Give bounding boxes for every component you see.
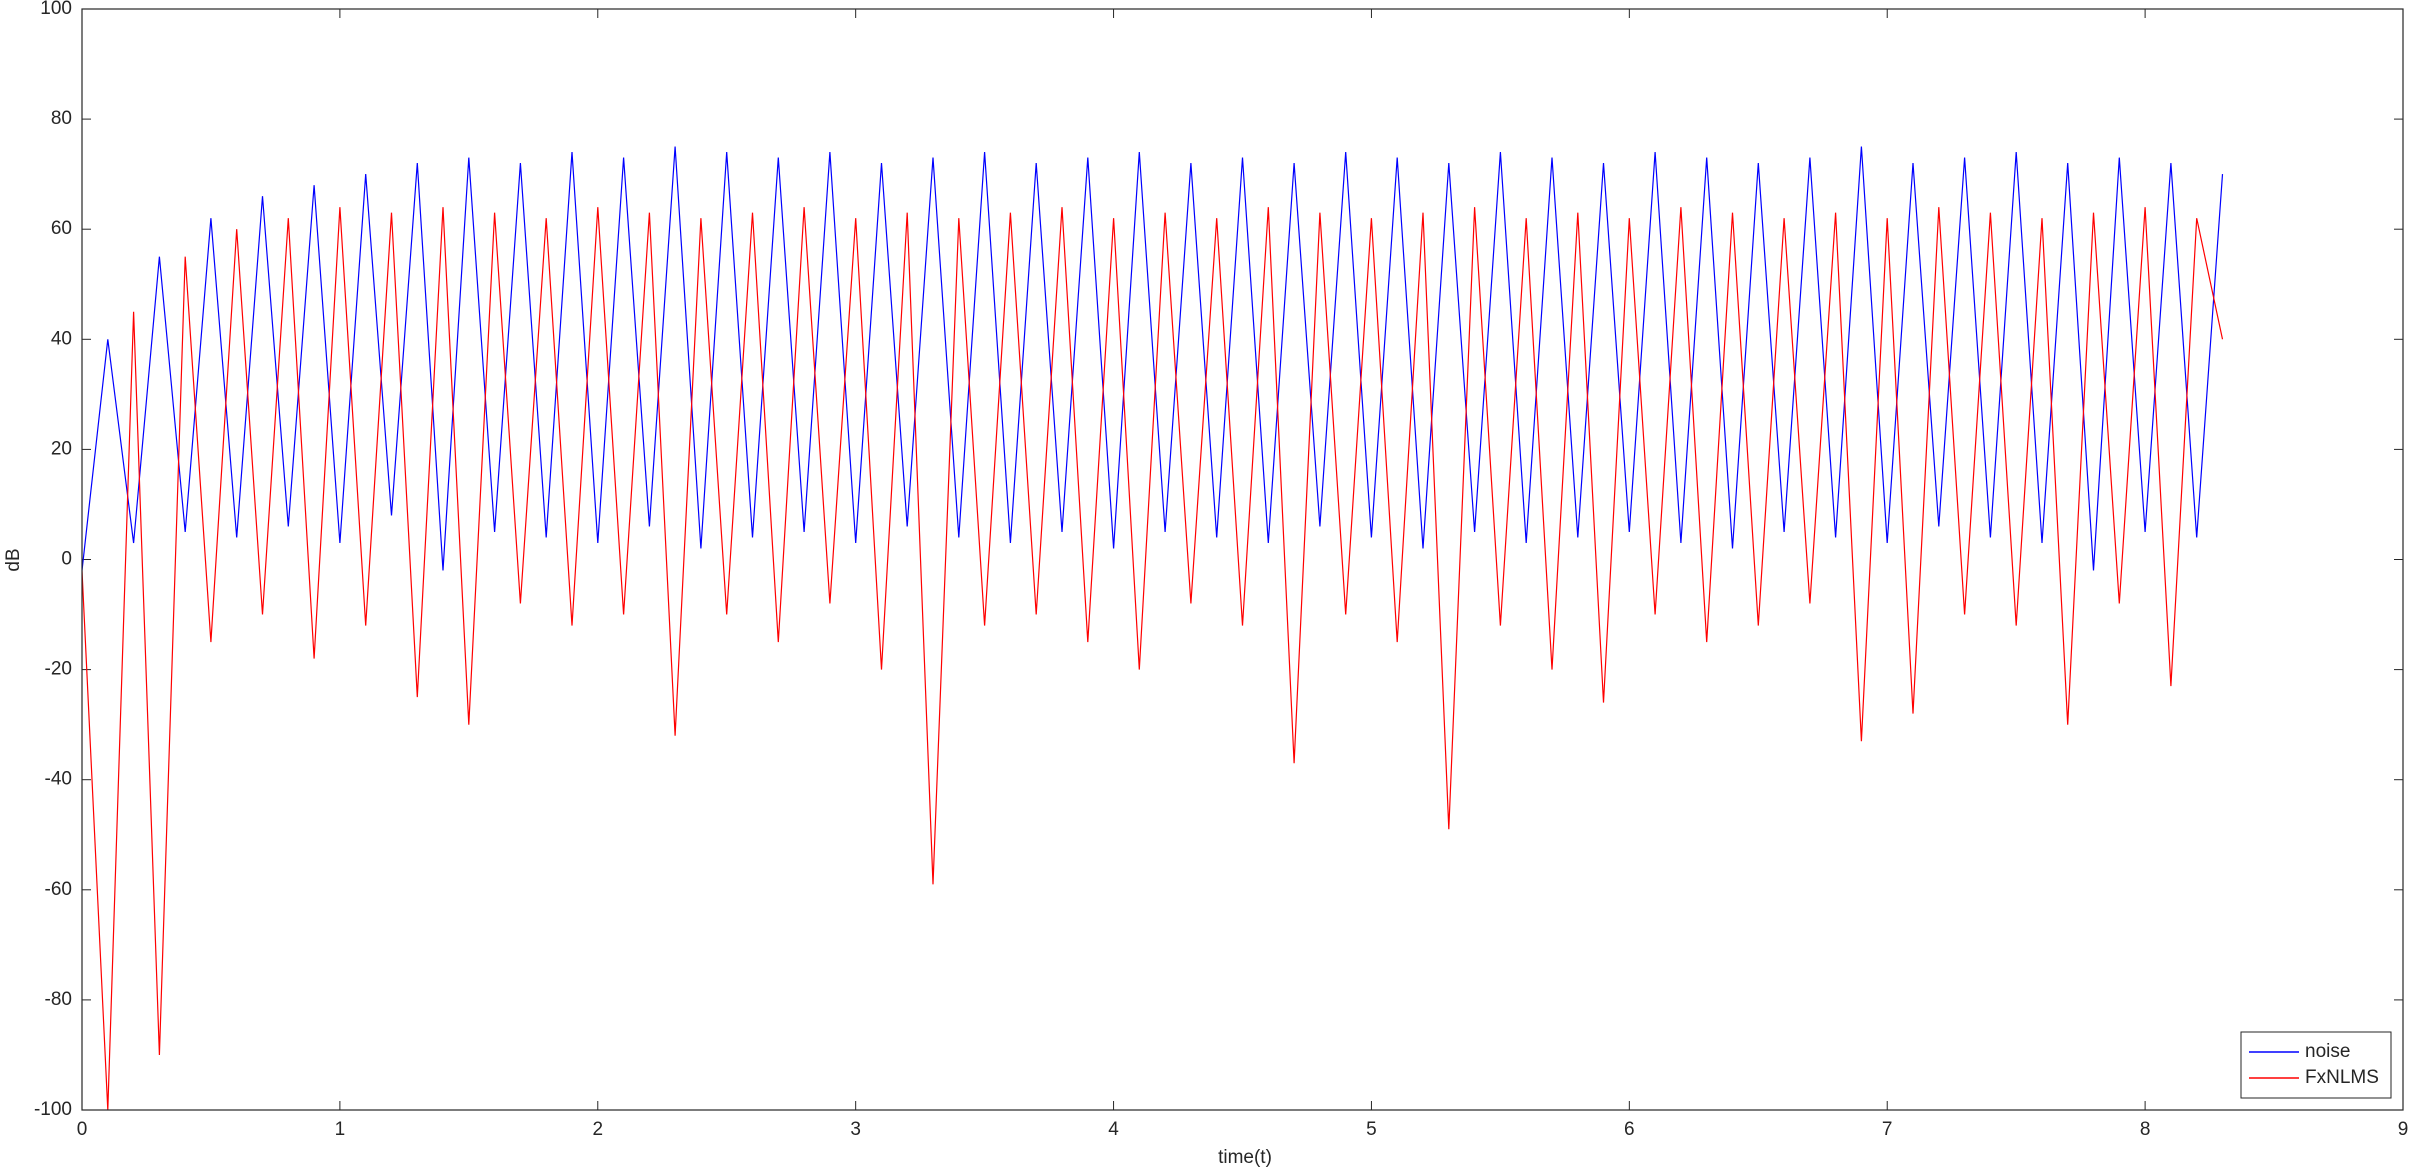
x-tick-label: 9 bbox=[2398, 1119, 2409, 1140]
y-tick-label: -80 bbox=[45, 989, 72, 1010]
y-tick-label: -20 bbox=[45, 659, 72, 680]
x-tick-label: 1 bbox=[335, 1119, 346, 1140]
legend-box bbox=[2240, 1031, 2392, 1099]
x-tick-label: 7 bbox=[1882, 1119, 1893, 1140]
axes-box bbox=[81, 8, 2404, 1111]
y-tick-label: 20 bbox=[51, 438, 72, 459]
series-line bbox=[82, 146, 2224, 571]
x-tick-label: 8 bbox=[2140, 1119, 2151, 1140]
x-tick-label: 0 bbox=[77, 1119, 88, 1140]
y-tick-label: -60 bbox=[45, 879, 72, 900]
legend-label: FxNLMS bbox=[2305, 1067, 2379, 1088]
x-tick-label: 3 bbox=[850, 1119, 861, 1140]
y-tick-label: 0 bbox=[61, 549, 72, 570]
x-tick-label: 2 bbox=[592, 1119, 603, 1140]
x-tick-label: 5 bbox=[1366, 1119, 1377, 1140]
x-tick-label: 6 bbox=[1624, 1119, 1635, 1140]
y-tick-label: 60 bbox=[51, 218, 72, 239]
legend-label: noise bbox=[2305, 1041, 2350, 1062]
x-tick-label: 4 bbox=[1108, 1119, 1119, 1140]
x-axis-label: time(t) bbox=[1218, 1147, 1272, 1168]
y-tick-label: 100 bbox=[40, 0, 72, 19]
y-tick-label: -100 bbox=[34, 1099, 72, 1120]
series-line bbox=[82, 207, 2224, 1110]
y-tick-label: -40 bbox=[45, 769, 72, 790]
y-tick-label: 80 bbox=[51, 108, 72, 129]
y-tick-label: 40 bbox=[51, 328, 72, 349]
plot-area bbox=[82, 9, 2403, 1110]
y-axis-label: dB bbox=[3, 548, 24, 571]
